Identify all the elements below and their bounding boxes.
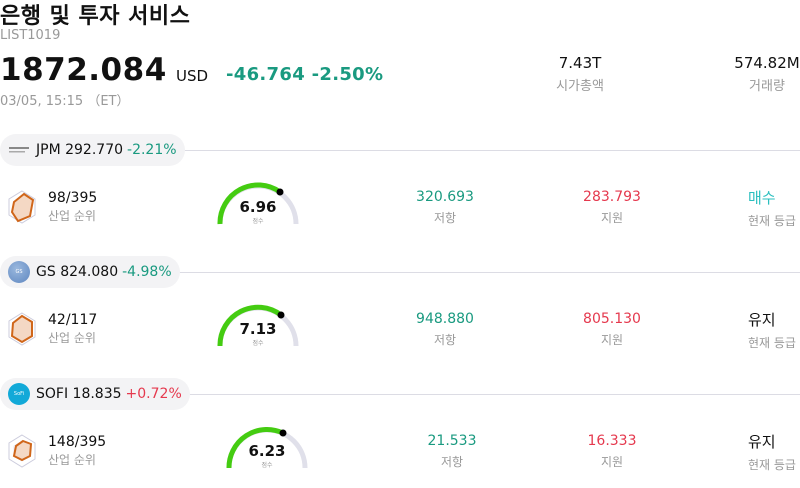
volume-stat: 574.82M 거래량: [722, 54, 800, 94]
radar-chart-icon: [8, 190, 36, 224]
support-value: 283.793: [583, 189, 641, 205]
support-label: 지원: [600, 211, 624, 225]
score-label: 점수: [252, 340, 264, 347]
grade-label: 현재 등급: [748, 458, 796, 472]
rank-value: 98/395: [48, 190, 98, 206]
score-label: 점수: [261, 462, 273, 469]
market-cap-label: 시가총액: [556, 79, 604, 94]
stock-symbol: JPM: [36, 142, 61, 158]
grade-value: 유지: [748, 311, 776, 329]
price-change: -46.764 -2.50%: [226, 64, 383, 85]
current-grade: 매수 현재 등급: [748, 187, 796, 229]
resistance-value: 21.533: [427, 433, 477, 449]
radar-chart-icon: [8, 434, 36, 468]
goldman-sachs-logo-icon: GS: [8, 261, 30, 283]
resistance-value: 320.693: [416, 189, 474, 205]
rank-value: 42/117: [48, 312, 98, 328]
resistance-label: 저항: [440, 455, 464, 469]
stock-price: 824.080: [60, 264, 119, 280]
rank-value: 148/395: [48, 434, 107, 450]
resistance-label: 저항: [433, 211, 457, 225]
stock-price: 18.835: [72, 386, 122, 402]
divider: [170, 150, 800, 151]
rank-label: 산업 순위: [48, 453, 96, 467]
score-gauge: 6.96 점수: [216, 180, 300, 228]
stock-change-percent: -2.21%: [127, 142, 177, 158]
support-value: 805.130: [583, 311, 641, 327]
page-title: 은행 및 투자 서비스: [0, 4, 191, 29]
resistance-level: 21.533 저항: [412, 433, 492, 470]
resistance-value: 948.880: [416, 311, 474, 327]
support-label: 지원: [600, 333, 624, 347]
industry-rank: 42/117 산업 순위: [48, 312, 97, 346]
change-percent: -2.50%: [311, 64, 384, 85]
divider: [170, 272, 800, 273]
score-value: 7.13: [239, 320, 277, 338]
stock-pill-jpm[interactable]: JPM 292.770 -2.21%: [0, 134, 185, 166]
list-code: LIST1019: [0, 28, 61, 43]
stock-pill-gs[interactable]: GS GS 824.080 -4.98%: [0, 256, 180, 288]
stock-symbol: GS: [36, 264, 56, 280]
gauge-arc-icon: [217, 304, 299, 347]
score-label: 점수: [252, 218, 264, 225]
stock-change-percent: +0.72%: [125, 386, 182, 402]
jpmorgan-logo-icon: [8, 139, 30, 161]
industry-rank: 98/395 산업 순위: [48, 190, 97, 224]
industry-rank: 148/395 산업 순위: [48, 434, 106, 468]
resistance-label: 저항: [433, 333, 457, 347]
stock-pill-sofi[interactable]: SoFi SOFI 18.835 +0.72%: [0, 378, 190, 410]
rank-label: 산업 순위: [48, 209, 96, 223]
timestamp: 03/05, 15:15 （ET）: [0, 94, 130, 109]
support-value: 16.333: [587, 433, 637, 449]
gauge-arc-icon: [217, 182, 299, 225]
market-cap-stat: 7.43T 시가총액: [540, 54, 620, 94]
change-value: -46.764: [226, 64, 306, 85]
market-cap-value: 7.43T: [558, 54, 602, 72]
stock-price: 292.770: [65, 142, 124, 158]
score-gauge: 6.23 점수: [225, 424, 309, 472]
volume-value: 574.82M: [734, 54, 800, 72]
resistance-level: 320.693 저항: [405, 189, 485, 226]
support-level: 283.793 지원: [572, 189, 652, 226]
radar-chart-icon: [8, 312, 36, 346]
stock-change-percent: -4.98%: [122, 264, 172, 280]
grade-label: 현재 등급: [748, 336, 796, 350]
current-grade: 유지 현재 등급: [748, 309, 796, 351]
sofi-logo-icon: SoFi: [8, 383, 30, 405]
volume-label: 거래량: [749, 79, 785, 94]
divider: [186, 394, 800, 395]
stock-symbol: SOFI: [36, 386, 69, 402]
gauge-arc-icon: [226, 426, 308, 469]
grade-value: 매수: [748, 189, 776, 207]
currency-label: USD: [176, 67, 209, 85]
score-value: 6.23: [248, 442, 286, 460]
score-gauge: 7.13 점수: [216, 302, 300, 350]
grade-label: 현재 등급: [748, 214, 796, 228]
index-price: 1872.084: [0, 52, 167, 88]
rank-label: 산업 순위: [48, 331, 96, 345]
support-level: 805.130 지원: [572, 311, 652, 348]
support-level: 16.333 지원: [572, 433, 652, 470]
resistance-level: 948.880 저항: [405, 311, 485, 348]
current-grade: 유지 현재 등급: [748, 431, 796, 473]
grade-value: 유지: [748, 433, 776, 451]
score-value: 6.96: [239, 198, 277, 216]
support-label: 지원: [600, 455, 624, 469]
